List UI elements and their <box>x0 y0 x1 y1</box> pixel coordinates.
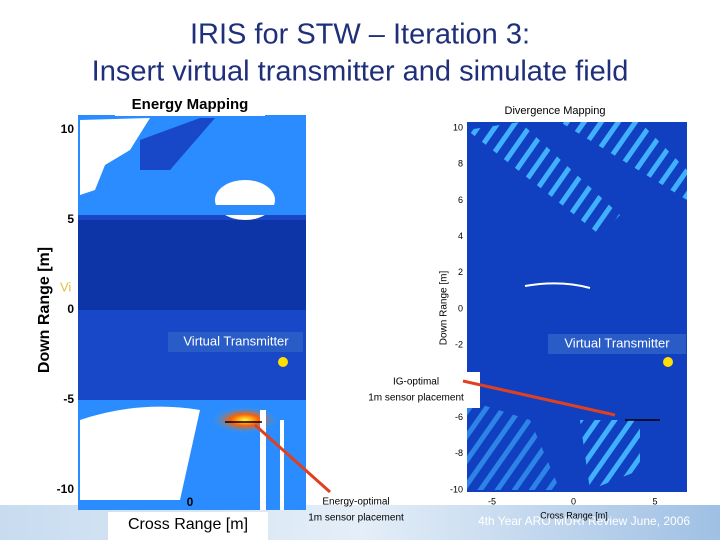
callout-arrow <box>462 379 616 417</box>
callout-box <box>352 372 480 408</box>
y-tick-label: 0 <box>67 302 74 316</box>
y-tick-label: 4 <box>458 231 463 241</box>
title-line: Insert virtual transmitter and simulate … <box>92 56 629 88</box>
y-tick-label: -5 <box>63 392 74 406</box>
partial-label: Vi <box>60 279 71 294</box>
callout: 1m sensor placement <box>368 393 464 404</box>
annotation-box <box>548 334 686 354</box>
transmitter-marker <box>278 357 288 367</box>
y-tick-label: 6 <box>458 195 463 205</box>
panel-title: Energy Mapping <box>132 96 249 113</box>
annotation: Virtual Transmitter <box>564 335 670 350</box>
annotation: Virtual Transmitter <box>183 333 289 348</box>
y-tick-label: 10 <box>61 122 75 136</box>
y-tick-label: -2 <box>455 340 463 350</box>
y-tick-label: 5 <box>67 212 74 226</box>
y-tick-label: -10 <box>57 482 75 496</box>
annotation-box <box>168 332 303 352</box>
y-tick-label: 0 <box>458 303 463 313</box>
transmitter-marker <box>663 357 673 367</box>
callout: IG-optimal <box>393 377 439 388</box>
divergence-map <box>467 122 687 492</box>
x-axis-label: Cross Range [m] <box>128 516 248 533</box>
y-tick-label: 8 <box>458 159 463 169</box>
callout: 1m sensor placement <box>308 513 404 524</box>
energy-map <box>78 115 306 510</box>
panel-title-box <box>115 94 265 116</box>
y-axis-label: Down Range [m] <box>439 271 450 346</box>
x-axis-label-box <box>108 512 268 540</box>
y-tick-label: 10 <box>453 122 463 132</box>
y-tick-label: -10 <box>450 484 463 494</box>
x-tick-label: 5 <box>652 496 657 506</box>
x-tick-label: 0 <box>571 496 576 506</box>
y-tick-label: -6 <box>455 412 463 422</box>
x-tick-label: 0 <box>187 495 194 509</box>
panel-title: Divergence Mapping <box>505 105 606 117</box>
x-tick-label: -5 <box>488 496 496 506</box>
y-tick-label: 2 <box>458 267 463 277</box>
callout: Energy-optimal <box>322 497 389 508</box>
y-axis-label: Down Range [m] <box>36 247 53 373</box>
footer: 4th Year ARO MURI Review June, 2006 <box>478 514 690 528</box>
y-tick-label: -8 <box>455 448 463 458</box>
x-axis-label: Cross Range [m] <box>540 510 608 520</box>
title-line: IRIS for STW – Iteration 3: <box>190 19 530 51</box>
callout-arrow <box>254 423 331 494</box>
